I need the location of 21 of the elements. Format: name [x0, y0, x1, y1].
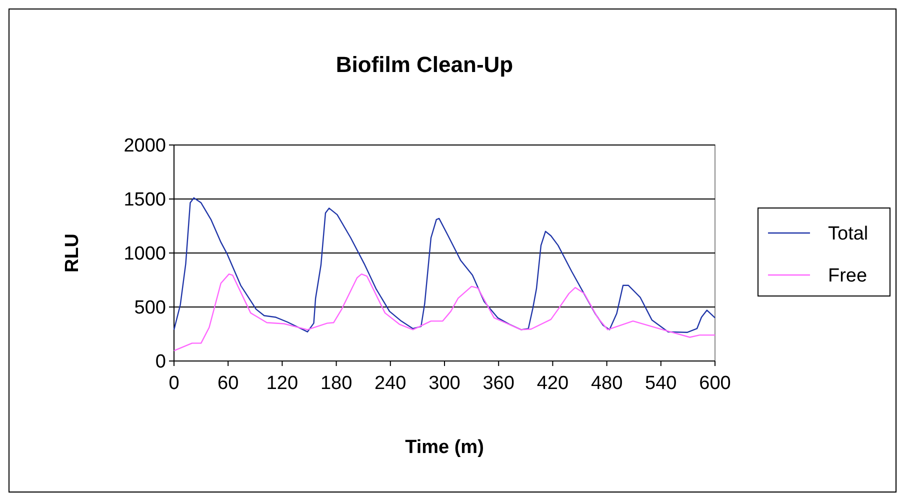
- y-tick-label: 1000: [124, 244, 166, 265]
- y-tick-label: 500: [134, 298, 166, 319]
- x-tick-label: 240: [374, 373, 406, 394]
- y-tick-label: 2000: [124, 136, 166, 157]
- legend-label: Total: [828, 224, 868, 245]
- x-tick-label: 480: [590, 373, 623, 394]
- y-axis-title: RLU: [62, 233, 83, 273]
- x-tick-label: 540: [645, 373, 677, 394]
- x-tick-label: 0: [168, 373, 180, 394]
- x-tick-label: 300: [428, 373, 460, 394]
- x-tick-label: 420: [536, 373, 569, 394]
- legend-label: Free: [828, 266, 868, 287]
- chart-title: Biofilm Clean-Up: [336, 52, 514, 77]
- y-tick-label: 0: [155, 352, 166, 373]
- y-tick-label: 1500: [124, 190, 166, 211]
- x-tick-label: 60: [218, 373, 239, 394]
- x-tick-label: 360: [482, 373, 514, 394]
- x-tick-label: 180: [320, 373, 352, 394]
- x-tick-label: 600: [699, 373, 731, 394]
- x-tick-label: 120: [266, 373, 298, 394]
- x-axis-title: Time (m): [405, 437, 484, 458]
